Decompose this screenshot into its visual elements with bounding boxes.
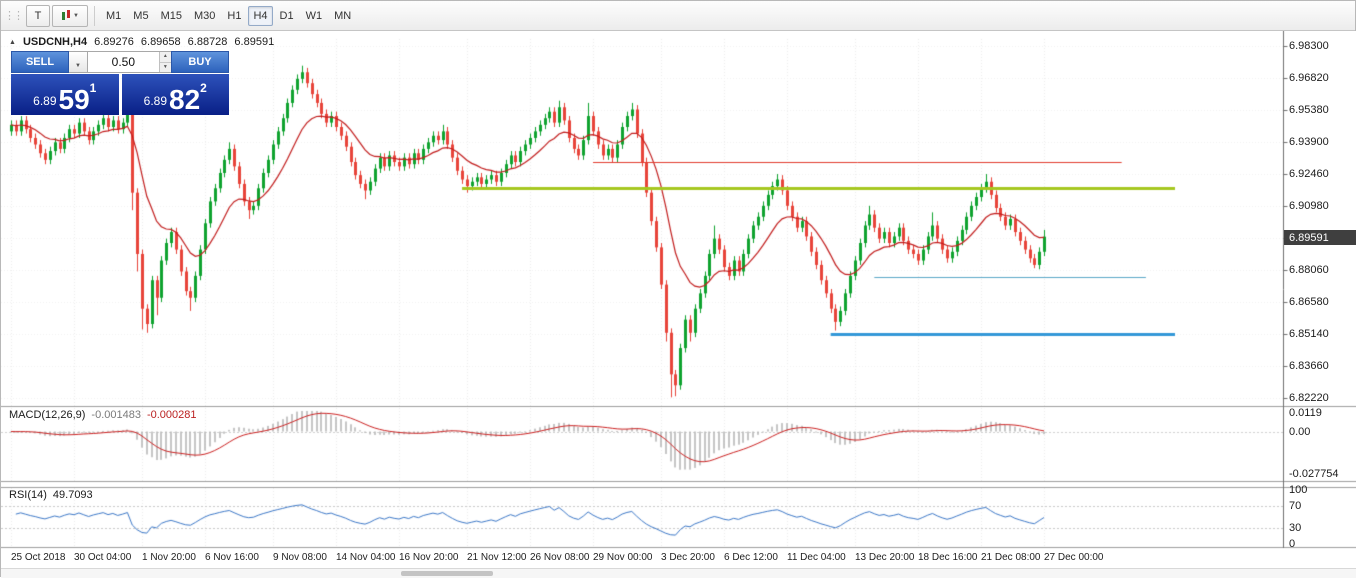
rsi-tick-label: 100 [1289, 484, 1308, 496]
chart-type-button[interactable]: ▼ [52, 4, 88, 27]
ohlc-close: 6.89591 [234, 36, 275, 48]
time-tick-label: 26 Nov 08:00 [530, 552, 590, 563]
price-tick-label: 6.98300 [1289, 40, 1329, 52]
chart-window-icon: ▲ [9, 38, 16, 46]
rsi-value: 49.7093 [52, 489, 93, 501]
volume-decrease-button[interactable]: ▼ [159, 62, 171, 72]
ohlc-high: 6.89658 [140, 36, 181, 48]
time-tick-label: 21 Nov 12:00 [467, 552, 527, 563]
time-tick-label: 3 Dec 20:00 [661, 552, 715, 563]
chevron-down-icon: ▼ [75, 62, 81, 69]
rsi-tick-label: 30 [1289, 522, 1302, 534]
time-axis[interactable]: 25 Oct 2018 30 Oct 04:00 1 Nov 20:00 6 Nov … [1, 550, 1283, 566]
chart-canvas[interactable] [1, 31, 1356, 578]
price-tick-label: 6.83660 [1289, 360, 1329, 372]
toolbar: ⋮⋮ T ▼ M1 M5 M15 M30 H1 H4 D1 W1 MN [1, 1, 1355, 31]
chart-area: ▲ USDCNH,H4 6.89276 6.89658 6.88728 6.89… [1, 31, 1356, 578]
rsi-tick-label: 0 [1289, 538, 1296, 550]
timeframe-m1[interactable]: M1 [101, 6, 126, 26]
sell-price-box[interactable]: 6.89 59 1 [11, 74, 119, 115]
symbol-label: USDCNH,H4 [22, 36, 88, 48]
price-tick-label: 6.95380 [1289, 104, 1329, 116]
macd-value-main: -0.001483 [91, 409, 141, 421]
time-tick-label: 11 Dec 04:00 [787, 552, 846, 563]
time-tick-label: 1 Nov 20:00 [142, 552, 196, 563]
price-tick-label: 6.86580 [1289, 296, 1329, 308]
price-tick-label: 6.96820 [1289, 72, 1329, 84]
timeframe-h1[interactable]: H1 [222, 6, 246, 26]
toolbar-separator [94, 5, 95, 26]
macd-title: MACD(12,26,9) [9, 409, 86, 421]
volume-stepper: ▲ ▼ [158, 52, 171, 72]
candlestick-chart-icon [61, 9, 71, 22]
buy-price-pips: 82 [169, 84, 201, 116]
time-tick-label: 30 Oct 04:00 [74, 552, 132, 563]
buy-price-box[interactable]: 6.89 82 2 [121, 74, 229, 116]
current-price-badge: 6.89591 [1284, 230, 1356, 245]
price-tick-label: 6.90980 [1289, 200, 1329, 212]
rsi-tick-label: 70 [1289, 500, 1302, 512]
macd-tick-label: 0.0119 [1289, 407, 1322, 419]
volume-increase-button[interactable]: ▲ [159, 52, 171, 63]
text-tool-button[interactable]: T [26, 4, 50, 27]
time-tick-label: 18 Dec 16:00 [918, 552, 978, 563]
toolbar-drag-handle[interactable]: ⋮⋮ [4, 10, 24, 22]
time-tick-label: 13 Dec 20:00 [855, 552, 915, 563]
macd-value-signal: -0.000281 [146, 409, 197, 421]
timeframe-h4[interactable]: H4 [248, 5, 273, 26]
time-tick-label: 21 Dec 08:00 [981, 552, 1041, 563]
buy-price-pipette: 2 [200, 81, 207, 95]
ohlc-low: 6.88728 [187, 36, 228, 48]
volume-input[interactable] [87, 52, 159, 72]
timeframe-m5[interactable]: M5 [128, 6, 153, 26]
buy-button[interactable]: BUY [171, 51, 229, 73]
timeframe-d1[interactable]: D1 [275, 6, 299, 26]
chart-header: ▲ USDCNH,H4 6.89276 6.89658 6.88728 6.89… [9, 36, 274, 48]
timeframe-w1[interactable]: W1 [301, 6, 328, 26]
price-tick-label: 6.85140 [1289, 328, 1329, 340]
horizontal-scrollbar [1, 568, 1356, 578]
sell-button[interactable]: SELL [11, 51, 69, 73]
time-tick-label: 16 Nov 20:00 [399, 552, 459, 563]
price-tick-label: 6.92460 [1289, 168, 1329, 180]
sell-price-pipette: 1 [89, 81, 97, 95]
time-tick-label: 29 Nov 00:00 [593, 552, 653, 563]
time-tick-label: 6 Dec 12:00 [724, 552, 778, 563]
text-tool-label: T [34, 9, 42, 22]
macd-tick-label: 0.00 [1289, 426, 1311, 438]
rsi-title: RSI(14) [9, 489, 47, 501]
price-tick-label: 6.82220 [1289, 392, 1329, 404]
scrollbar-thumb[interactable] [401, 571, 493, 576]
one-click-trading-panel: SELL ▼ ▲ ▼ BUY 6.89 59 1 6.8 [11, 51, 229, 115]
price-tick-label: 6.93900 [1289, 136, 1329, 148]
macd-label: MACD(12,26,9) -0.001483 -0.000281 [9, 409, 197, 421]
time-tick-label: 27 Dec 00:00 [1044, 552, 1104, 563]
sell-price-pips: 59 [58, 84, 90, 116]
rsi-label: RSI(14) 49.7093 [9, 489, 93, 501]
time-tick-label: 25 Oct 2018 [11, 552, 66, 563]
macd-tick-label: -0.027754 [1289, 468, 1339, 480]
price-tick-label: 6.88060 [1289, 264, 1329, 276]
timeframe-m30[interactable]: M30 [189, 6, 220, 26]
volume-field-wrap: ▲ ▼ [87, 51, 171, 73]
timeframe-m15[interactable]: M15 [156, 6, 187, 26]
time-tick-label: 9 Nov 08:00 [273, 552, 327, 563]
time-tick-label: 14 Nov 04:00 [336, 552, 396, 563]
volume-dropdown-button[interactable]: ▼ [69, 51, 88, 73]
time-tick-label: 6 Nov 16:00 [205, 552, 259, 563]
sell-price-base: 6.89 [33, 94, 57, 108]
buy-price-base: 6.89 [143, 94, 167, 108]
timeframe-mn[interactable]: MN [329, 6, 356, 26]
chevron-down-icon: ▼ [73, 12, 79, 19]
ohlc-open: 6.89276 [94, 36, 134, 48]
